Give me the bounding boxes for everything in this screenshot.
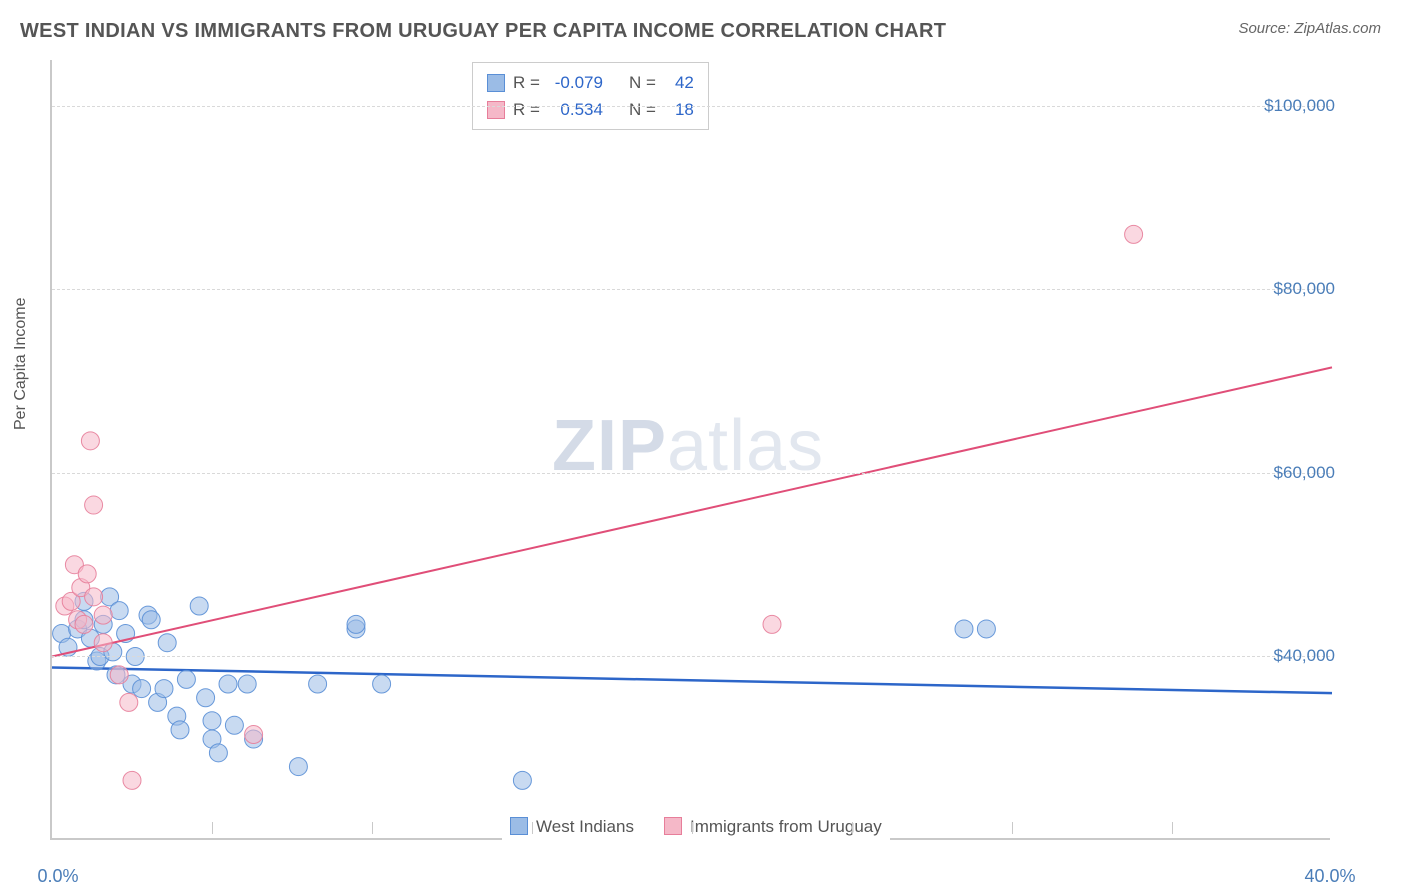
swatch-icon [664,817,682,835]
header: WEST INDIAN VS IMMIGRANTS FROM URUGUAY P… [0,0,1406,53]
data-point [238,675,256,693]
legend-item-west-indian: West Indians [510,813,634,840]
stat-row-west-indian: R = -0.079 N = 42 [487,69,694,96]
data-point [85,496,103,514]
data-point [763,615,781,633]
data-point [85,588,103,606]
data-point [289,758,307,776]
data-point [955,620,973,638]
data-point [190,597,208,615]
x-tick-min: 0.0% [37,866,78,887]
data-point [78,565,96,583]
x-tick-max: 40.0% [1304,866,1355,887]
scatter-plot-svg [52,60,1330,838]
x-minor-tick [1012,822,1013,834]
data-point [142,611,160,629]
data-point [133,680,151,698]
data-point [209,744,227,762]
x-minor-tick [532,822,533,834]
data-point [123,771,141,789]
data-point [513,771,531,789]
data-point [110,602,128,620]
y-tick-label: $60,000 [1274,463,1335,483]
data-point [158,634,176,652]
legend: West Indians Immigrants from Uruguay [502,813,890,840]
x-minor-tick [212,822,213,834]
data-point [219,675,237,693]
data-point [1125,225,1143,243]
data-point [177,670,195,688]
data-point [75,615,93,633]
x-minor-tick [1172,822,1173,834]
gridline-h [52,473,1330,474]
correlation-stats-box: R = -0.079 N = 42 R = 0.534 N = 18 [472,62,709,130]
data-point [977,620,995,638]
data-point [245,725,263,743]
data-point [203,712,221,730]
data-point [347,615,365,633]
swatch-icon [487,101,505,119]
gridline-h [52,106,1330,107]
legend-item-uruguay: Immigrants from Uruguay [664,813,882,840]
y-tick-label: $80,000 [1274,279,1335,299]
chart-plot-area: ZIPatlas R = -0.079 N = 42 R = 0.534 N =… [50,60,1330,840]
data-point [94,606,112,624]
data-point [309,675,327,693]
data-point [94,634,112,652]
data-point [110,666,128,684]
y-tick-label: $40,000 [1274,646,1335,666]
x-minor-tick [372,822,373,834]
trend-line [52,367,1332,656]
x-minor-tick [852,822,853,834]
data-point [81,432,99,450]
data-point [225,716,243,734]
data-point [373,675,391,693]
chart-title: WEST INDIAN VS IMMIGRANTS FROM URUGUAY P… [20,20,946,43]
data-point [120,693,138,711]
gridline-h [52,289,1330,290]
source-attribution: Source: ZipAtlas.com [1238,20,1381,37]
gridline-h [52,656,1330,657]
data-point [197,689,215,707]
stat-row-uruguay: R = 0.534 N = 18 [487,96,694,123]
swatch-icon [487,74,505,92]
y-axis-label: Per Capita Income [12,297,30,430]
data-point [171,721,189,739]
swatch-icon [510,817,528,835]
data-point [155,680,173,698]
x-minor-tick [692,822,693,834]
y-tick-label: $100,000 [1264,96,1335,116]
